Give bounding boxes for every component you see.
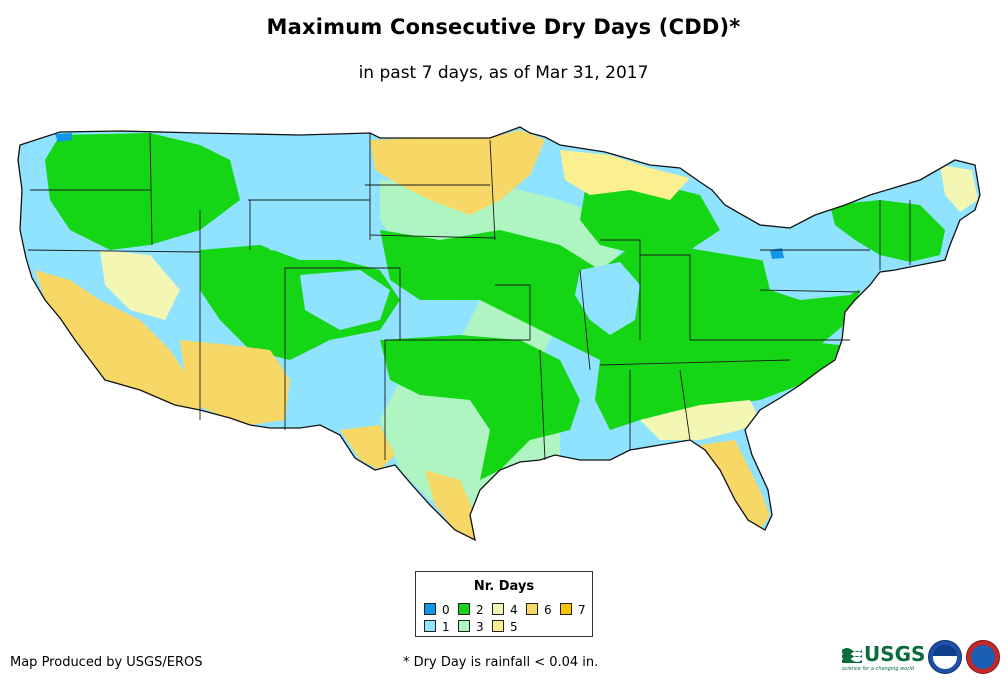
noaa-emblem-icon: [933, 645, 957, 669]
legend-item-4: 4: [492, 603, 518, 616]
us-dry-days-map: [17, 126, 981, 541]
zone-0-days-washington: [55, 133, 72, 142]
zone-6-days-texas-south: [425, 470, 475, 540]
state-boundaries: [27, 132, 911, 461]
legend-label-5: 5: [510, 620, 518, 634]
nws-logo: [966, 640, 1000, 674]
legend-label-0: 0: [442, 603, 450, 617]
nws-emblem-icon: [971, 645, 995, 669]
legend-label-3: 3: [476, 620, 484, 634]
legend-swatch-5: [492, 620, 504, 632]
legend-label-2: 2: [476, 603, 484, 617]
noaa-logo: [928, 640, 962, 674]
legend-swatch-7: [560, 603, 572, 615]
zone-4-days-maine: [940, 165, 978, 212]
legend-label-7: 7: [578, 603, 586, 617]
zone-6-days-florida: [700, 440, 770, 530]
legend-swatch-0: [424, 603, 436, 615]
legend-swatch-6: [526, 603, 538, 615]
usgs-logo: USGS: [842, 642, 925, 666]
legend-item-2: 2: [458, 603, 484, 616]
zone-2-days-northwest: [45, 133, 240, 250]
legend-item-5: 5: [492, 620, 518, 633]
zone-2-days-great-lakes: [580, 180, 720, 255]
zone-1-day-illinois: [575, 262, 640, 335]
zone-0-days-new-york: [770, 248, 784, 259]
zone-6-days-texas-west: [340, 425, 395, 470]
legend-item-7: 7: [560, 603, 586, 616]
map-subtitle: in past 7 days, as of Mar 31, 2017: [358, 63, 649, 83]
dry-day-footnote: * Dry Day is rainfall < 0.04 in.: [403, 655, 599, 670]
legend-item-1: 1: [424, 620, 450, 633]
legend-swatch-2: [458, 603, 470, 615]
legend-item-3: 3: [458, 620, 484, 633]
zone-1-day-dakotas: [250, 195, 360, 255]
agency-logos: USGS science for a changing world: [842, 640, 1002, 680]
zone-2-days-northeast: [830, 200, 945, 262]
zone-4-days-nevada: [100, 250, 180, 320]
legend-swatch-1: [424, 620, 436, 632]
legend-title: Nr. Days: [473, 579, 535, 594]
zone-6-days-arizona: [180, 340, 290, 425]
map-credit: Map Produced by USGS/EROS: [10, 655, 203, 670]
legend-label-1: 1: [442, 620, 450, 634]
dry-days-fill-layer: [35, 130, 978, 540]
zone-5-days-wisconsin: [560, 150, 690, 200]
usgs-tagline: science for a changing world: [842, 666, 914, 672]
zone-1-day-colorado: [300, 270, 390, 330]
zone-2-days-south-central: [380, 335, 580, 480]
legend-item-0: 0: [424, 603, 450, 616]
usgs-logo-text: USGS: [864, 642, 926, 666]
legend-label-4: 4: [510, 603, 518, 617]
zone-6-days-minnesota: [370, 130, 545, 215]
legend-swatch-3: [458, 620, 470, 632]
zone-2-days-southeast: [595, 340, 840, 430]
zone-1-day-pennsylvania: [760, 248, 875, 300]
legend-swatch-4: [492, 603, 504, 615]
zone-4-days-georgia: [640, 400, 760, 440]
legend: Nr. Days 0 1 2 3 4 5 6 7: [415, 571, 593, 637]
legend-item-6: 6: [526, 603, 552, 616]
zone-6-days-california: [35, 270, 200, 410]
map-title: Maximum Consecutive Dry Days (CDD)*: [266, 15, 741, 39]
legend-label-6: 6: [544, 603, 552, 617]
usgs-wave-icon: [842, 648, 862, 663]
